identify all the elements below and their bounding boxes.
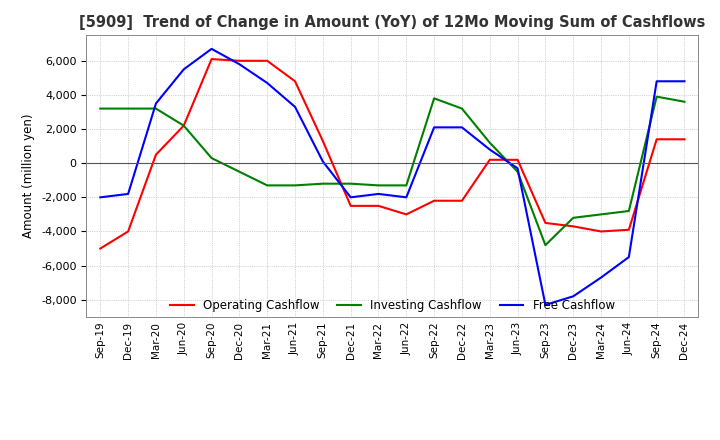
Operating Cashflow [152, 152, 161, 158]
Free Cashflow [624, 254, 633, 260]
Operating Cashflow [318, 138, 327, 143]
Free Cashflow [569, 293, 577, 299]
Free Cashflow [402, 194, 410, 200]
Operating Cashflow [263, 58, 271, 63]
Operating Cashflow [346, 203, 355, 209]
Investing Cashflow [318, 181, 327, 186]
Investing Cashflow [485, 140, 494, 145]
Investing Cashflow [430, 96, 438, 101]
Free Cashflow [152, 101, 161, 106]
Free Cashflow [458, 125, 467, 130]
Free Cashflow [124, 191, 132, 197]
Investing Cashflow [152, 106, 161, 111]
Investing Cashflow [652, 94, 661, 99]
Operating Cashflow [291, 79, 300, 84]
Operating Cashflow [624, 227, 633, 232]
Investing Cashflow [680, 99, 689, 104]
Free Cashflow [263, 81, 271, 86]
Free Cashflow [291, 104, 300, 110]
Operating Cashflow [597, 229, 606, 234]
Operating Cashflow [235, 58, 243, 63]
Investing Cashflow [179, 123, 188, 128]
Operating Cashflow [680, 137, 689, 142]
Free Cashflow [207, 46, 216, 51]
Investing Cashflow [541, 242, 550, 248]
Free Cashflow [235, 62, 243, 67]
Operating Cashflow [124, 229, 132, 234]
Investing Cashflow [124, 106, 132, 111]
Free Cashflow [179, 67, 188, 72]
Line: Free Cashflow: Free Cashflow [100, 49, 685, 305]
Free Cashflow [374, 191, 383, 197]
Investing Cashflow [346, 181, 355, 186]
Investing Cashflow [263, 183, 271, 188]
Free Cashflow [430, 125, 438, 130]
Operating Cashflow [402, 212, 410, 217]
Operating Cashflow [430, 198, 438, 203]
Investing Cashflow [96, 106, 104, 111]
Operating Cashflow [96, 246, 104, 251]
Investing Cashflow [291, 183, 300, 188]
Free Cashflow [680, 79, 689, 84]
Operating Cashflow [374, 203, 383, 209]
Investing Cashflow [569, 215, 577, 220]
Line: Investing Cashflow: Investing Cashflow [100, 97, 685, 245]
Investing Cashflow [207, 155, 216, 161]
Operating Cashflow [458, 198, 467, 203]
Free Cashflow [541, 302, 550, 308]
Legend: Operating Cashflow, Investing Cashflow, Free Cashflow: Operating Cashflow, Investing Cashflow, … [166, 294, 619, 316]
Free Cashflow [652, 79, 661, 84]
Free Cashflow [513, 166, 522, 171]
Free Cashflow [318, 159, 327, 164]
Operating Cashflow [652, 137, 661, 142]
Investing Cashflow [374, 183, 383, 188]
Y-axis label: Amount (million yen): Amount (million yen) [22, 114, 35, 238]
Free Cashflow [485, 147, 494, 152]
Investing Cashflow [458, 106, 467, 111]
Free Cashflow [597, 275, 606, 280]
Investing Cashflow [513, 169, 522, 174]
Investing Cashflow [624, 209, 633, 214]
Line: Operating Cashflow: Operating Cashflow [100, 59, 685, 249]
Investing Cashflow [235, 169, 243, 174]
Operating Cashflow [207, 56, 216, 62]
Operating Cashflow [485, 157, 494, 162]
Investing Cashflow [402, 183, 410, 188]
Free Cashflow [96, 194, 104, 200]
Operating Cashflow [179, 123, 188, 128]
Operating Cashflow [513, 157, 522, 162]
Operating Cashflow [569, 224, 577, 229]
Operating Cashflow [541, 220, 550, 226]
Free Cashflow [346, 194, 355, 200]
Investing Cashflow [597, 212, 606, 217]
Title: [5909]  Trend of Change in Amount (YoY) of 12Mo Moving Sum of Cashflows: [5909] Trend of Change in Amount (YoY) o… [79, 15, 706, 30]
